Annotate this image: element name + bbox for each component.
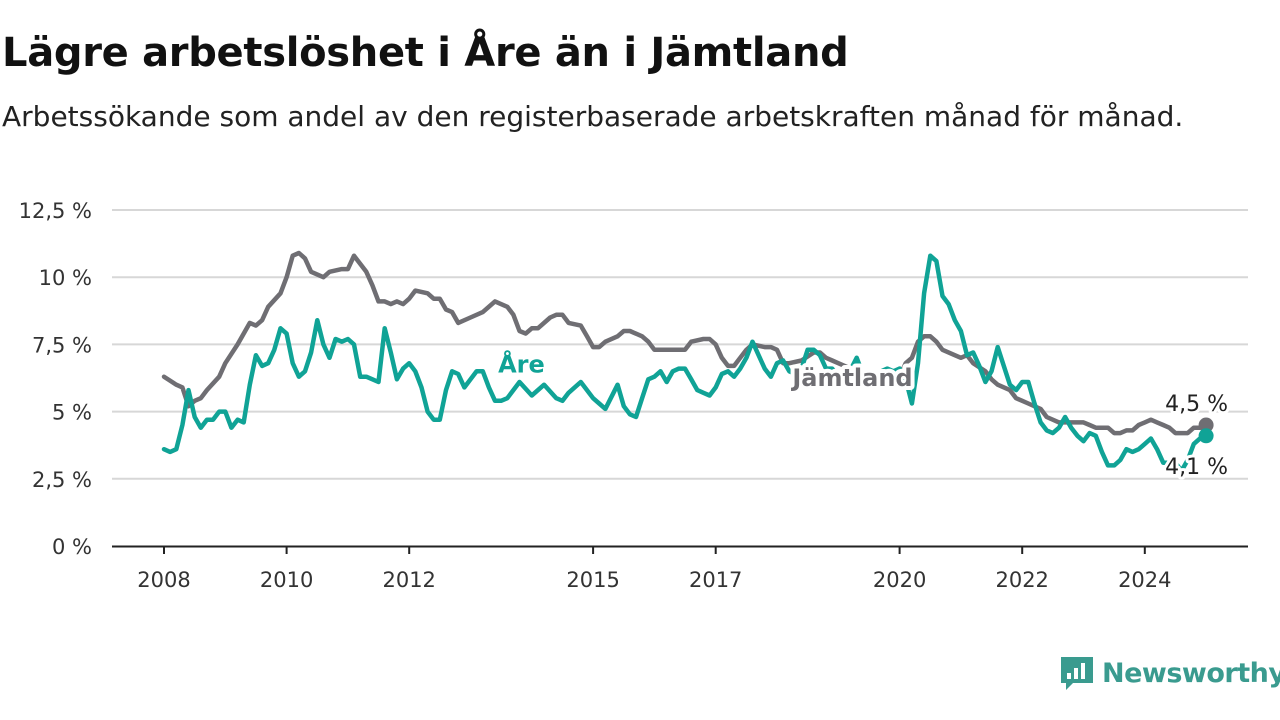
newsworthy-logo-text: Newsworthy [1102,657,1280,689]
y-tick-label: 0 % [52,535,92,559]
x-tick-label: 2017 [689,568,742,592]
series-name-label: Jämtland [790,364,912,392]
x-tick-label: 2010 [260,568,313,592]
x-tick-label: 2008 [137,568,190,592]
x-tick-label: 2015 [566,568,619,592]
y-tick-label: 7,5 % [32,333,92,357]
series-labels: Jämtland Åre 4,5 % 4,1 % [494,346,1231,483]
series-lines [161,250,1209,473]
x-axis: 2008 2010 2012 2015 2017 2020 2022 2024 [112,545,1248,592]
series-line-are [161,253,1209,473]
chart-subtitle: Arbetssökande som andel av den registerb… [2,100,1184,133]
y-tick-label: 5 % [52,401,92,425]
y-tick-label: 12,5 % [19,199,92,223]
series-line-jamtland [161,250,1209,436]
x-tick-label: 2024 [1118,568,1171,592]
y-axis-tick-labels: 0 % 2,5 % 5 % 7,5 % 10 % 12,5 % [19,199,92,559]
series-end-value-label: 4,5 % [1165,392,1228,417]
x-tick-label: 2012 [382,568,435,592]
series-end-value-label: 4,1 % [1165,455,1228,480]
newsworthy-logo-icon [1061,657,1093,690]
series-name-label: Åre [498,350,545,379]
chart-title: Lägre arbetslöshet i Åre än i Jämtland [2,30,849,76]
y-tick-label: 2,5 % [32,468,92,492]
series-end-point [1198,417,1214,433]
y-tick-label: 10 % [39,266,92,290]
newsworthy-logo: Newsworthy [1058,654,1280,692]
x-tick-label: 2022 [995,568,1048,592]
gridlines [112,209,1248,480]
series-end-point [1198,428,1214,444]
x-tick-label: 2020 [873,568,926,592]
